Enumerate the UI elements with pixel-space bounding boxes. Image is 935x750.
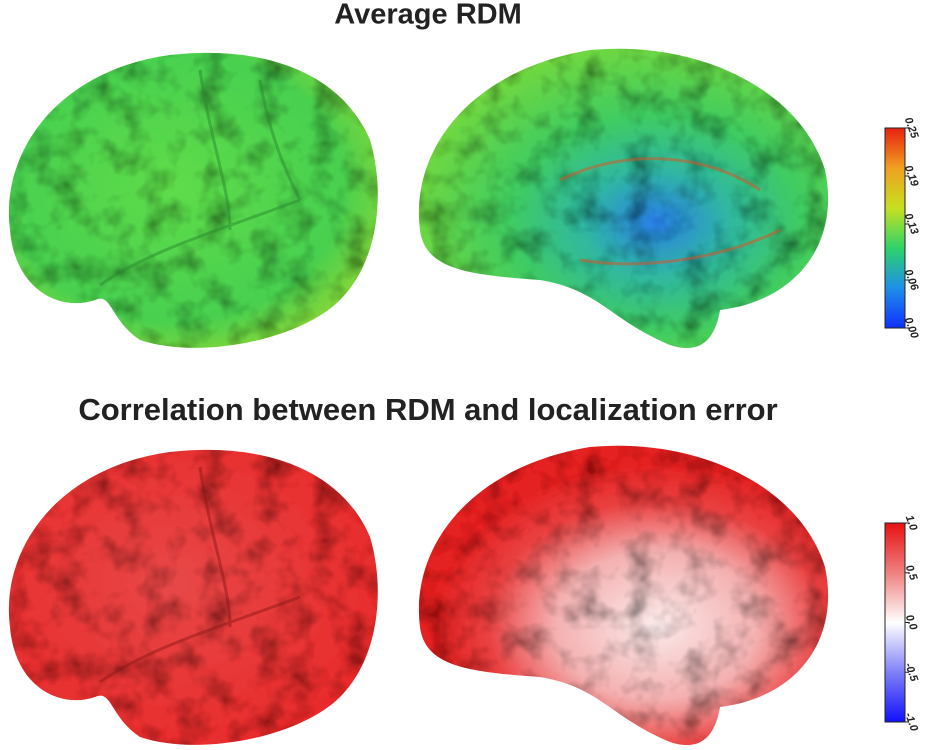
brain-medial bbox=[418, 48, 829, 349]
sulcus bbox=[559, 157, 781, 266]
colorbar-tick-label: -1.0 bbox=[902, 711, 920, 734]
brain-lateral bbox=[8, 449, 378, 745]
sulcus bbox=[99, 466, 301, 684]
colorbar-tick-label: 0.0 bbox=[903, 613, 920, 632]
panel-title: Average RDM bbox=[334, 0, 521, 31]
brain-lateral bbox=[8, 52, 378, 348]
panel-title: Correlation between RDM and localization… bbox=[78, 392, 777, 427]
colorbar bbox=[884, 127, 906, 329]
colorbar bbox=[884, 522, 906, 723]
panel-bottom-brains bbox=[8, 445, 829, 746]
colorbar-tick-label: 1.0 bbox=[903, 514, 920, 533]
sulcus bbox=[99, 69, 302, 287]
colorbar-tick-label: 0.5 bbox=[903, 563, 920, 582]
panel-top-brains bbox=[8, 48, 829, 349]
brain-medial bbox=[418, 445, 829, 746]
